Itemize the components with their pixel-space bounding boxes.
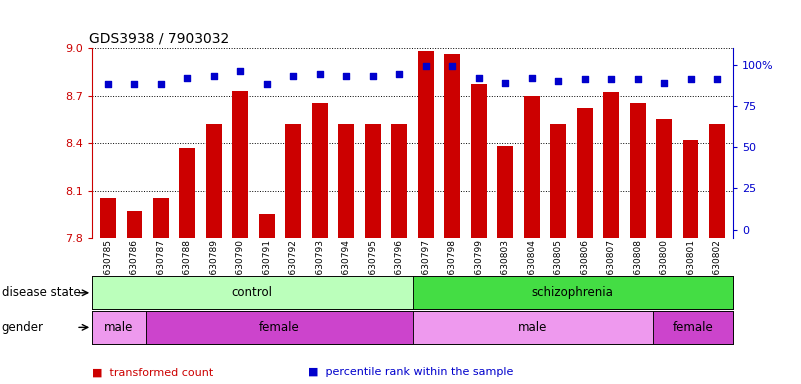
Bar bbox=[418, 51, 433, 238]
Bar bbox=[206, 124, 222, 238]
Bar bbox=[312, 103, 328, 238]
Text: schizophrenia: schizophrenia bbox=[532, 286, 614, 299]
Bar bbox=[577, 108, 593, 238]
Text: control: control bbox=[231, 286, 273, 299]
Point bbox=[658, 79, 670, 86]
Bar bbox=[630, 103, 646, 238]
Bar bbox=[92, 276, 413, 309]
Point bbox=[684, 76, 697, 83]
Bar bbox=[100, 199, 116, 238]
Bar bbox=[709, 124, 725, 238]
Point bbox=[446, 63, 459, 69]
Point bbox=[128, 81, 141, 88]
Point bbox=[340, 73, 352, 79]
Bar bbox=[445, 54, 461, 238]
Point bbox=[102, 81, 115, 88]
Text: male: male bbox=[518, 321, 547, 334]
Bar bbox=[146, 311, 413, 344]
Point bbox=[234, 68, 247, 74]
Point bbox=[605, 76, 618, 83]
Bar bbox=[550, 124, 566, 238]
Text: GDS3938 / 7903032: GDS3938 / 7903032 bbox=[89, 31, 229, 45]
Point bbox=[155, 81, 167, 88]
Bar bbox=[524, 96, 540, 238]
Bar bbox=[285, 124, 301, 238]
Point bbox=[525, 74, 538, 81]
Bar bbox=[497, 146, 513, 238]
Point bbox=[392, 71, 405, 78]
Bar bbox=[127, 211, 143, 238]
Bar bbox=[259, 214, 275, 238]
Point bbox=[287, 73, 300, 79]
Bar bbox=[364, 124, 380, 238]
Point bbox=[366, 73, 379, 79]
Bar bbox=[232, 91, 248, 238]
Bar bbox=[603, 92, 619, 238]
Point bbox=[473, 74, 485, 81]
Bar bbox=[413, 276, 733, 309]
Bar bbox=[653, 311, 733, 344]
Text: female: female bbox=[259, 321, 300, 334]
Point bbox=[710, 76, 723, 83]
Text: female: female bbox=[673, 321, 713, 334]
Bar bbox=[656, 119, 672, 238]
Text: disease state: disease state bbox=[2, 286, 80, 299]
Text: gender: gender bbox=[2, 321, 43, 334]
Point bbox=[552, 78, 565, 84]
Point bbox=[313, 71, 326, 78]
Point bbox=[207, 73, 220, 79]
Point bbox=[420, 63, 433, 69]
Bar bbox=[179, 148, 195, 238]
Text: ■  transformed count: ■ transformed count bbox=[92, 367, 213, 377]
Point bbox=[499, 79, 512, 86]
Bar bbox=[392, 124, 407, 238]
Text: ■  percentile rank within the sample: ■ percentile rank within the sample bbox=[308, 367, 513, 377]
Text: male: male bbox=[104, 321, 134, 334]
Bar bbox=[471, 84, 487, 238]
Point bbox=[631, 76, 644, 83]
Bar bbox=[338, 124, 354, 238]
Point bbox=[181, 74, 194, 81]
Bar bbox=[92, 311, 146, 344]
Bar bbox=[153, 199, 169, 238]
Point bbox=[260, 81, 273, 88]
Point bbox=[578, 76, 591, 83]
Bar bbox=[413, 311, 653, 344]
Bar bbox=[682, 140, 698, 238]
